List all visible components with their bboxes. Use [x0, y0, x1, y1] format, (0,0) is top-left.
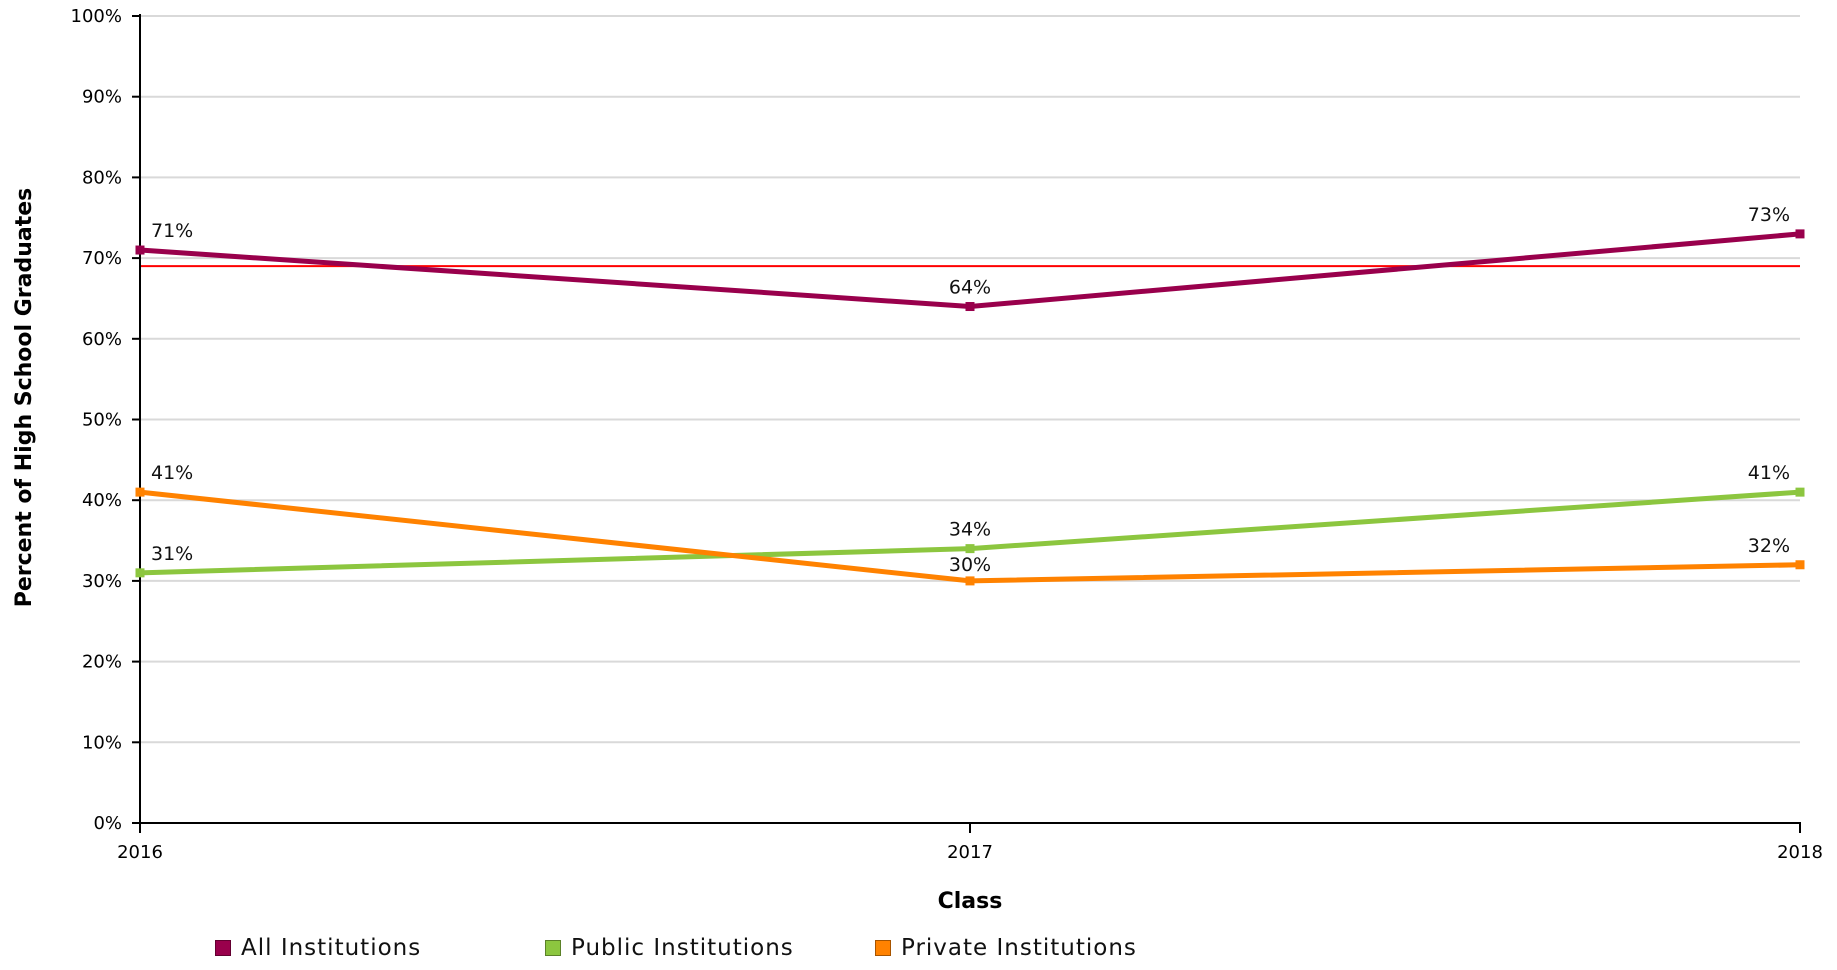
line-chart: 0% 10% 20% 30% 40% 50% 60% 70% 80% 90% 100% 2016 201…	[12, 6, 1823, 914]
y-tick-label: 50%	[82, 410, 122, 431]
legend-item: Public Institutions	[545, 935, 794, 961]
data-point	[965, 302, 975, 312]
data-point	[135, 568, 145, 578]
y-tick-label: 10%	[82, 732, 122, 753]
x-axis-title: Class	[938, 889, 1003, 914]
y-tick-label: 100%	[71, 6, 122, 27]
legend-label: Private Institutions	[901, 935, 1137, 961]
y-tick-label: 0%	[93, 813, 122, 834]
data-label: 71%	[151, 220, 193, 242]
y-axis-title: Percent of High School Graduates	[12, 188, 37, 608]
data-point	[1795, 560, 1805, 570]
data-point	[965, 576, 975, 586]
x-tick-label: 2017	[947, 842, 993, 863]
legend-item: Private Institutions	[875, 935, 1137, 961]
y-tick-label: 90%	[82, 87, 122, 108]
legend-item: All Institutions	[215, 935, 421, 961]
legend-swatch	[215, 940, 231, 956]
data-label: 34%	[949, 519, 991, 541]
legend: All Institutions Public Institutions Priva…	[0, 935, 1837, 970]
y-tick-label: 80%	[82, 167, 122, 188]
data-label: 30%	[949, 554, 991, 576]
data-point	[135, 487, 145, 497]
legend-swatch	[545, 940, 561, 956]
data-label: 73%	[1748, 204, 1790, 226]
x-tick-label: 2018	[1777, 842, 1823, 863]
y-tick-label: 30%	[82, 571, 122, 592]
legend-swatch	[875, 940, 891, 956]
y-tick-label: 70%	[82, 248, 122, 269]
series-group	[135, 229, 1805, 586]
data-label: 64%	[949, 277, 991, 299]
data-label: 41%	[151, 462, 193, 484]
x-tick-label: 2016	[117, 842, 163, 863]
axes: 0% 10% 20% 30% 40% 50% 60% 70% 80% 90% 100% 2016 201…	[71, 6, 1823, 863]
data-label: 32%	[1748, 535, 1790, 557]
data-point	[965, 544, 975, 554]
data-label: 41%	[1748, 462, 1790, 484]
data-point	[135, 245, 145, 255]
data-label: 31%	[151, 543, 193, 565]
y-tick-label: 40%	[82, 490, 122, 511]
data-labels: 71% 64% 73% 31% 34% 41% 41% 30% 32%	[151, 204, 1790, 576]
data-point	[1795, 487, 1805, 497]
y-tick-label: 60%	[82, 329, 122, 350]
data-point	[1795, 229, 1805, 239]
legend-label: All Institutions	[241, 935, 422, 961]
gridlines	[140, 15, 1800, 744]
legend-label: Public Institutions	[571, 935, 794, 961]
y-tick-label: 20%	[82, 652, 122, 673]
